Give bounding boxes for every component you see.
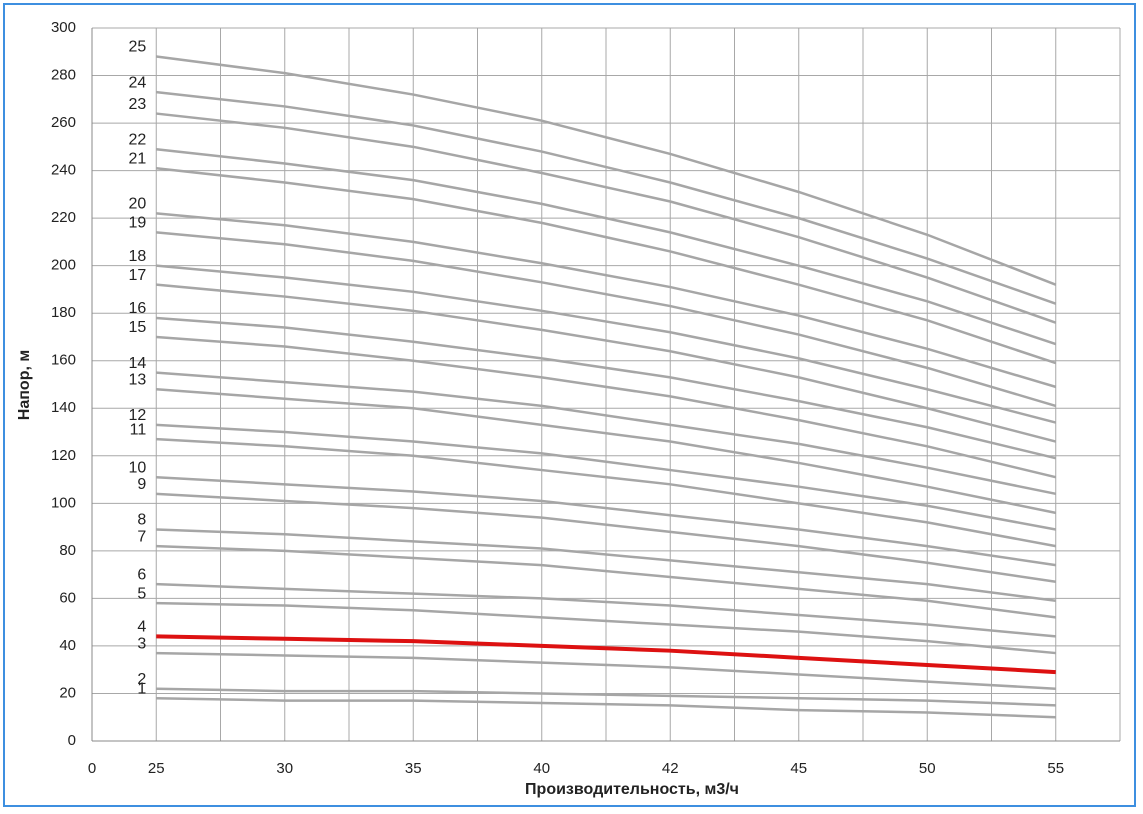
x-tick-label: 55 bbox=[1047, 760, 1064, 777]
series-line bbox=[156, 696, 1056, 719]
series-label: 12 bbox=[128, 407, 146, 424]
x-tick-label: 42 bbox=[662, 760, 679, 777]
series-line bbox=[156, 582, 1056, 638]
y-tick-label: 0 bbox=[68, 732, 76, 749]
series-line bbox=[156, 651, 1056, 690]
x-tick-label: 25 bbox=[148, 760, 165, 777]
series-label: 6 bbox=[137, 566, 146, 583]
series-label: 21 bbox=[128, 150, 146, 167]
series-line bbox=[156, 147, 1057, 346]
y-tick-label: 80 bbox=[59, 542, 76, 559]
x-tick-label: 50 bbox=[919, 760, 936, 777]
y-tick-label: 160 bbox=[51, 352, 76, 369]
series-line bbox=[156, 528, 1056, 603]
series-label: 1 bbox=[137, 680, 146, 697]
series-label: 5 bbox=[137, 585, 146, 602]
y-tick-label: 180 bbox=[51, 304, 76, 321]
series-label: 8 bbox=[137, 512, 146, 529]
series-line bbox=[156, 388, 1056, 515]
y-tick-label: 40 bbox=[59, 637, 76, 654]
series-label: 13 bbox=[128, 371, 146, 388]
series-line bbox=[156, 231, 1057, 408]
y-tick-label: 200 bbox=[51, 257, 76, 274]
series-label: 3 bbox=[137, 635, 146, 652]
series-label: 11 bbox=[130, 421, 147, 438]
series-label: 2 bbox=[137, 671, 146, 688]
y-tick-label: 20 bbox=[59, 684, 76, 701]
y-tick-label: 220 bbox=[51, 209, 76, 226]
y-tick-label: 100 bbox=[51, 494, 76, 511]
series-line bbox=[156, 544, 1056, 619]
x-tick-label: 35 bbox=[405, 760, 422, 777]
series-label: 18 bbox=[128, 248, 146, 265]
y-tick-label: 240 bbox=[51, 162, 76, 179]
series-label: 20 bbox=[128, 196, 146, 213]
series-line bbox=[156, 283, 1057, 443]
series-line bbox=[156, 437, 1056, 548]
series-label: 24 bbox=[128, 74, 146, 91]
series-label: 19 bbox=[128, 215, 146, 232]
series-line bbox=[156, 264, 1057, 424]
series-label: 17 bbox=[128, 267, 146, 284]
x-tick-label: 40 bbox=[533, 760, 550, 777]
y-tick-label: 120 bbox=[51, 447, 76, 464]
series-line bbox=[156, 371, 1056, 496]
series-line bbox=[156, 634, 1056, 675]
y-tick-label: 140 bbox=[51, 399, 76, 416]
series-line bbox=[156, 55, 1057, 286]
series-label: 10 bbox=[128, 459, 146, 476]
x-tick-label: 0 bbox=[88, 760, 96, 777]
series-line bbox=[156, 423, 1056, 531]
x-tick-label: 30 bbox=[276, 760, 293, 777]
series-line bbox=[156, 601, 1056, 655]
series-line bbox=[156, 687, 1056, 707]
series-label: 14 bbox=[128, 355, 146, 372]
series-line bbox=[156, 166, 1057, 365]
y-tick-label: 300 bbox=[51, 19, 76, 36]
series-label: 9 bbox=[137, 476, 146, 493]
series-label: 25 bbox=[128, 39, 146, 56]
x-tick-label: 45 bbox=[790, 760, 807, 777]
series-line bbox=[156, 112, 1057, 324]
x-axis-title: Производительность, м3/ч bbox=[525, 781, 739, 798]
series-line bbox=[156, 475, 1056, 567]
series-label: 4 bbox=[137, 619, 146, 636]
y-tick-label: 260 bbox=[51, 114, 76, 131]
series-line bbox=[156, 212, 1057, 389]
series-label: 15 bbox=[128, 319, 146, 336]
series-line bbox=[156, 316, 1057, 460]
frame bbox=[3, 3, 1136, 807]
y-axis-title: Напор, м bbox=[16, 350, 33, 420]
series-line bbox=[156, 335, 1057, 479]
series-line bbox=[156, 492, 1056, 583]
series-label: 22 bbox=[128, 131, 146, 148]
y-tick-label: 60 bbox=[59, 589, 76, 606]
series-line bbox=[156, 90, 1057, 305]
series-label: 7 bbox=[137, 528, 146, 545]
y-tick-label: 280 bbox=[51, 67, 76, 84]
series-label: 16 bbox=[128, 300, 146, 317]
series-label: 23 bbox=[128, 96, 146, 113]
